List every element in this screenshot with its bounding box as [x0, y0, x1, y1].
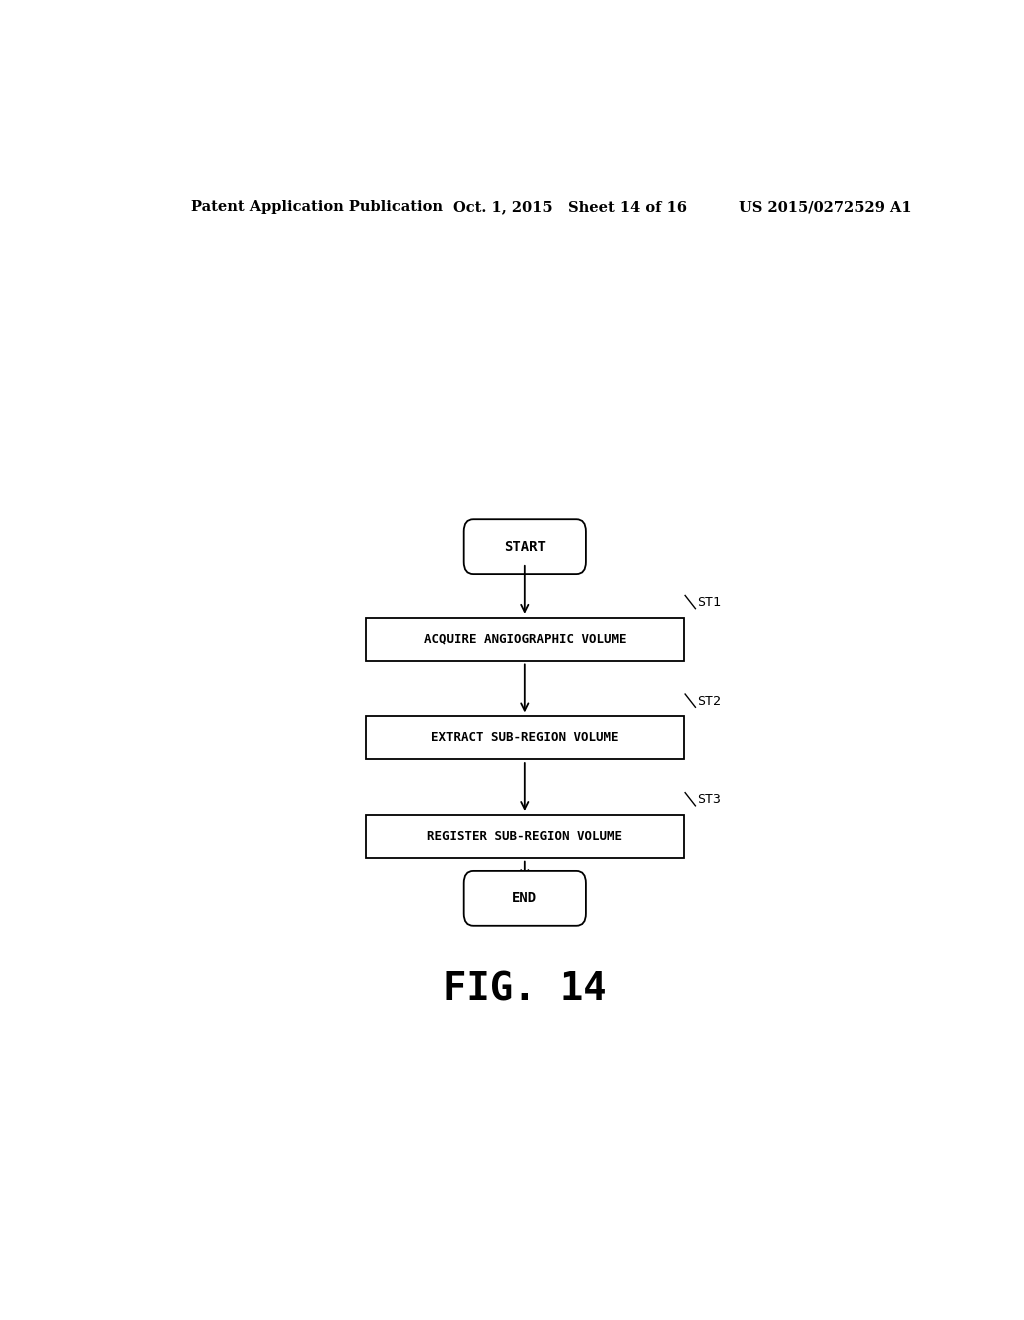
Text: START: START	[504, 540, 546, 553]
Text: FIG. 14: FIG. 14	[443, 970, 606, 1008]
Text: US 2015/0272529 A1: US 2015/0272529 A1	[739, 201, 911, 214]
Text: ST2: ST2	[697, 694, 721, 708]
Text: ACQUIRE ANGIOGRAPHIC VOLUME: ACQUIRE ANGIOGRAPHIC VOLUME	[424, 632, 626, 645]
Text: Patent Application Publication: Patent Application Publication	[191, 201, 443, 214]
Text: REGISTER SUB-REGION VOLUME: REGISTER SUB-REGION VOLUME	[427, 830, 623, 843]
FancyBboxPatch shape	[464, 519, 586, 574]
FancyBboxPatch shape	[464, 871, 586, 925]
Text: Oct. 1, 2015   Sheet 14 of 16: Oct. 1, 2015 Sheet 14 of 16	[454, 201, 687, 214]
FancyBboxPatch shape	[367, 618, 684, 660]
Text: ST3: ST3	[697, 793, 721, 807]
FancyBboxPatch shape	[367, 814, 684, 858]
Text: ST1: ST1	[697, 597, 721, 609]
Text: EXTRACT SUB-REGION VOLUME: EXTRACT SUB-REGION VOLUME	[431, 731, 618, 744]
FancyBboxPatch shape	[367, 717, 684, 759]
Text: END: END	[512, 891, 538, 906]
